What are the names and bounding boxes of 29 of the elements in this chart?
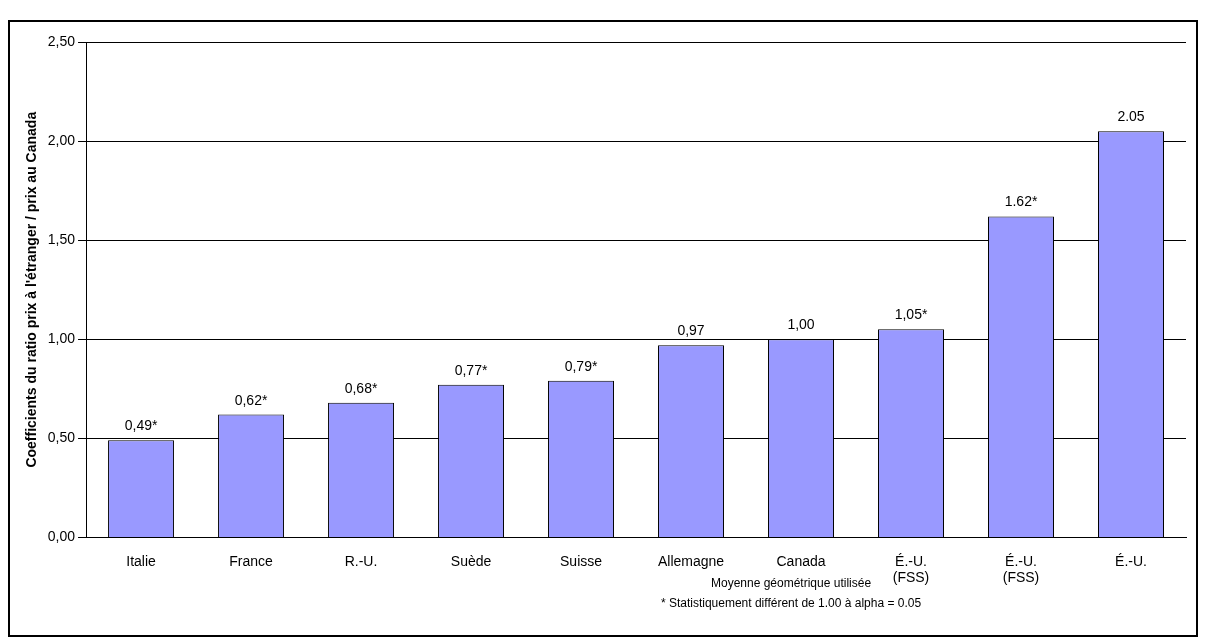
y-tick-label: 1,00 (47, 330, 76, 347)
x-tick-label: France (229, 552, 274, 569)
y-axis-title: Coefficients du ratio prix à l'étranger / prix au Canada (23, 111, 40, 468)
x-tick-label: Italie (126, 552, 157, 569)
data-label: 1.62* (1004, 193, 1038, 210)
x-tick-label: Canada (776, 552, 826, 569)
data-label: 0,97 (677, 322, 705, 339)
x-tick-label: R.-U. (344, 552, 378, 569)
data-label: 0,68* (344, 379, 378, 396)
data-label: 1,05* (894, 306, 928, 323)
y-tick-label: 2,00 (47, 131, 76, 148)
x-tick-label: Suisse (560, 552, 603, 569)
data-label: 0,62* (234, 391, 268, 408)
y-tick-label: 2,50 (47, 32, 76, 49)
text: Moyenne géométrique utilisée (710, 576, 872, 591)
x-tick-label: É.-U. (FSS) (1002, 552, 1040, 586)
y-tick-label: 1,50 (47, 231, 76, 248)
y-tick-label: 0,50 (47, 429, 76, 446)
data-label: 0,77* (454, 361, 488, 378)
data-label: 0,49* (124, 417, 158, 434)
text: * Statistiquement différent de 1.00 à alpha = 0.05 (660, 596, 922, 611)
data-label: 2.05 (1117, 108, 1145, 125)
x-tick-label: É.-U. (1115, 552, 1147, 569)
data-label: 0,79* (564, 357, 598, 374)
x-tick-label: Suède (450, 552, 492, 569)
y-tick-label: 0,00 (47, 528, 76, 545)
x-tick-label: Allemagne (657, 552, 725, 569)
data-label: 1,00 (787, 316, 815, 333)
x-tick-label: É.-U. (FSS) (892, 552, 930, 586)
